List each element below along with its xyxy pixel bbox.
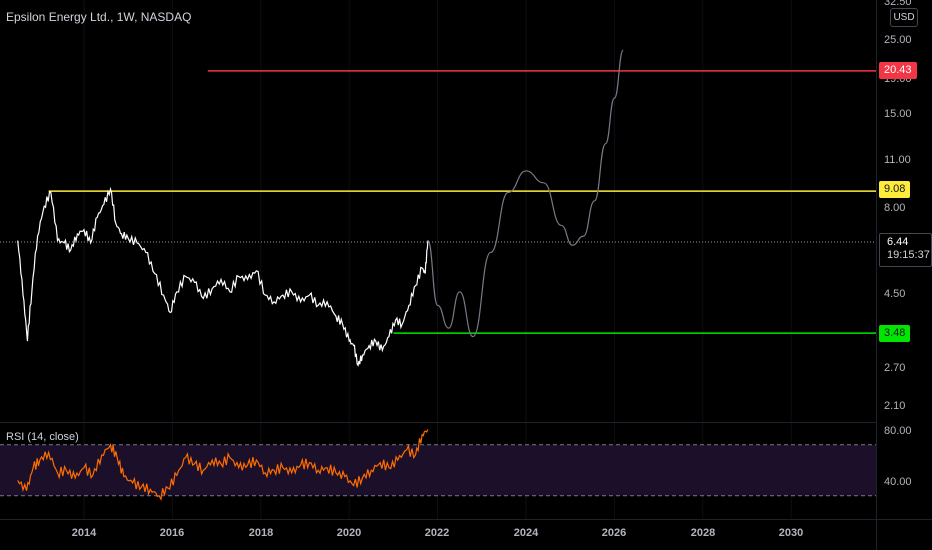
- time-tick: 2026: [601, 527, 627, 539]
- time-tick: 2016: [159, 527, 185, 539]
- price-tick: 2.10: [884, 400, 906, 412]
- time-tick: 2028: [690, 527, 716, 539]
- time-tick: 2018: [248, 527, 274, 539]
- yellow-level-price-tag: 9.08: [879, 181, 911, 198]
- price-line[interactable]: [17, 186, 429, 367]
- symbol-legend[interactable]: Epsilon Energy Ltd., 1W, NASDAQ: [6, 10, 192, 24]
- projected-path[interactable]: [427, 49, 624, 338]
- green-level-price-tag: 3.48: [879, 325, 911, 342]
- chart-grid: [83, 0, 792, 519]
- time-tick: 2020: [336, 527, 362, 539]
- last-price-value: 6.44: [887, 236, 909, 248]
- price-pane: [0, 49, 876, 367]
- red-level-price-tag: 20.43: [879, 62, 917, 79]
- time-tick: 2024: [513, 527, 539, 539]
- bar-countdown: 19:15:37: [887, 249, 930, 261]
- rsi-band: [0, 444, 876, 496]
- time-tick: 2022: [424, 527, 450, 539]
- rsi-tick: 80.00: [884, 425, 912, 437]
- price-tick: 25.00: [884, 34, 912, 46]
- price-tick: 32.50: [884, 0, 912, 8]
- time-tick: 2030: [778, 527, 804, 539]
- time-axis-divider: [0, 519, 932, 520]
- price-axis-divider: [876, 0, 877, 550]
- last-price-label: 6.44 19:15:37: [879, 233, 932, 267]
- pane-divider[interactable]: [0, 422, 876, 423]
- price-tick: 2.70: [884, 362, 906, 374]
- price-tick: 4.50: [884, 288, 906, 300]
- price-tick: 15.00: [884, 108, 912, 120]
- rsi-pane: [0, 429, 876, 501]
- currency-button[interactable]: USD: [890, 8, 918, 27]
- rsi-legend[interactable]: RSI (14, close): [6, 431, 79, 443]
- price-tick: 11.00: [884, 154, 911, 166]
- rsi-tick: 40.00: [884, 476, 912, 488]
- time-tick: 2014: [71, 527, 97, 539]
- price-tick: 8.00: [884, 202, 906, 214]
- rsi-line[interactable]: [17, 429, 429, 501]
